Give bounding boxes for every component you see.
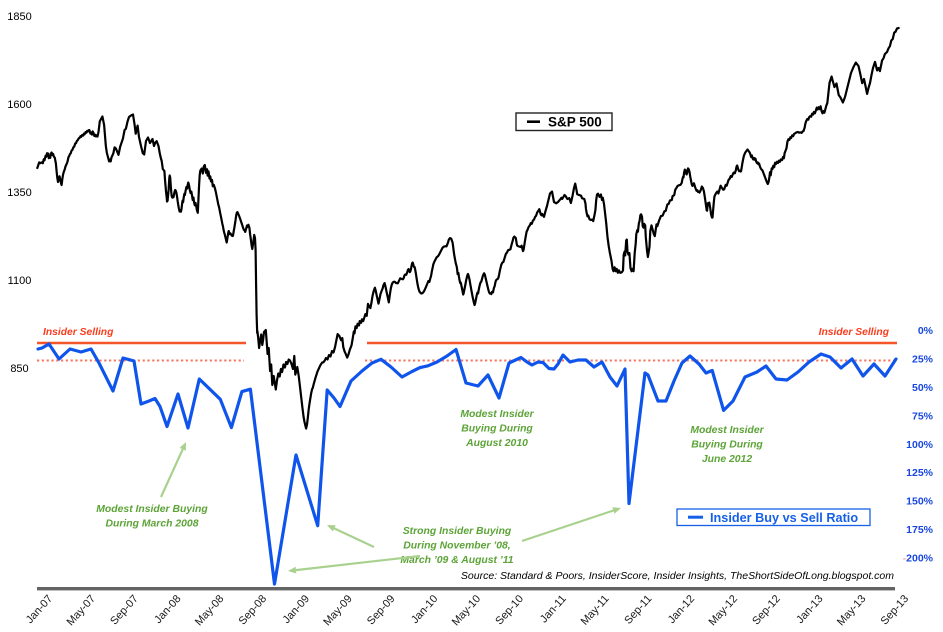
svg-text:Insider Selling: Insider Selling: [819, 327, 890, 338]
svg-text:Buying During: Buying During: [461, 424, 533, 435]
svg-text:0%: 0%: [918, 325, 934, 337]
svg-text:25%: 25%: [912, 354, 934, 366]
svg-text:Modest Insider: Modest Insider: [460, 409, 534, 420]
svg-text:175%: 175%: [906, 524, 934, 536]
svg-text:1100: 1100: [8, 275, 32, 287]
svg-text:Source: Standard & Poors, Insi: Source: Standard & Poors, InsiderScore, …: [461, 570, 894, 582]
svg-text:During March 2008: During March 2008: [106, 519, 199, 530]
svg-text:75%: 75%: [912, 410, 934, 422]
svg-text:-200%: -200%: [903, 552, 934, 564]
svg-text:50%: 50%: [912, 382, 934, 394]
svg-text:August 2010: August 2010: [465, 438, 528, 449]
svg-text:March ’09 & August ’11: March ’09 & August ’11: [400, 555, 513, 566]
svg-text:During November ’08,: During November ’08,: [403, 541, 510, 552]
svg-text:Strong Insider Buying: Strong Insider Buying: [403, 526, 512, 537]
svg-text:S&P 500: S&P 500: [548, 115, 602, 130]
svg-text:1850: 1850: [7, 11, 31, 23]
svg-text:Modest Insider: Modest Insider: [690, 425, 764, 436]
svg-text:1350: 1350: [7, 187, 31, 199]
svg-text:1600: 1600: [7, 99, 31, 111]
svg-text:Modest Insider Buying: Modest Insider Buying: [96, 504, 208, 515]
svg-text:125%: 125%: [906, 467, 934, 479]
svg-text:100%: 100%: [906, 439, 934, 451]
svg-text:Insider Buy vs Sell Ratio: Insider Buy vs Sell Ratio: [710, 511, 858, 525]
svg-text:Buying During: Buying During: [691, 440, 763, 451]
svg-text:Insider Selling: Insider Selling: [43, 327, 114, 338]
svg-text:June 2012: June 2012: [702, 454, 752, 465]
svg-text:850: 850: [10, 363, 28, 375]
svg-text:150%: 150%: [906, 496, 934, 508]
